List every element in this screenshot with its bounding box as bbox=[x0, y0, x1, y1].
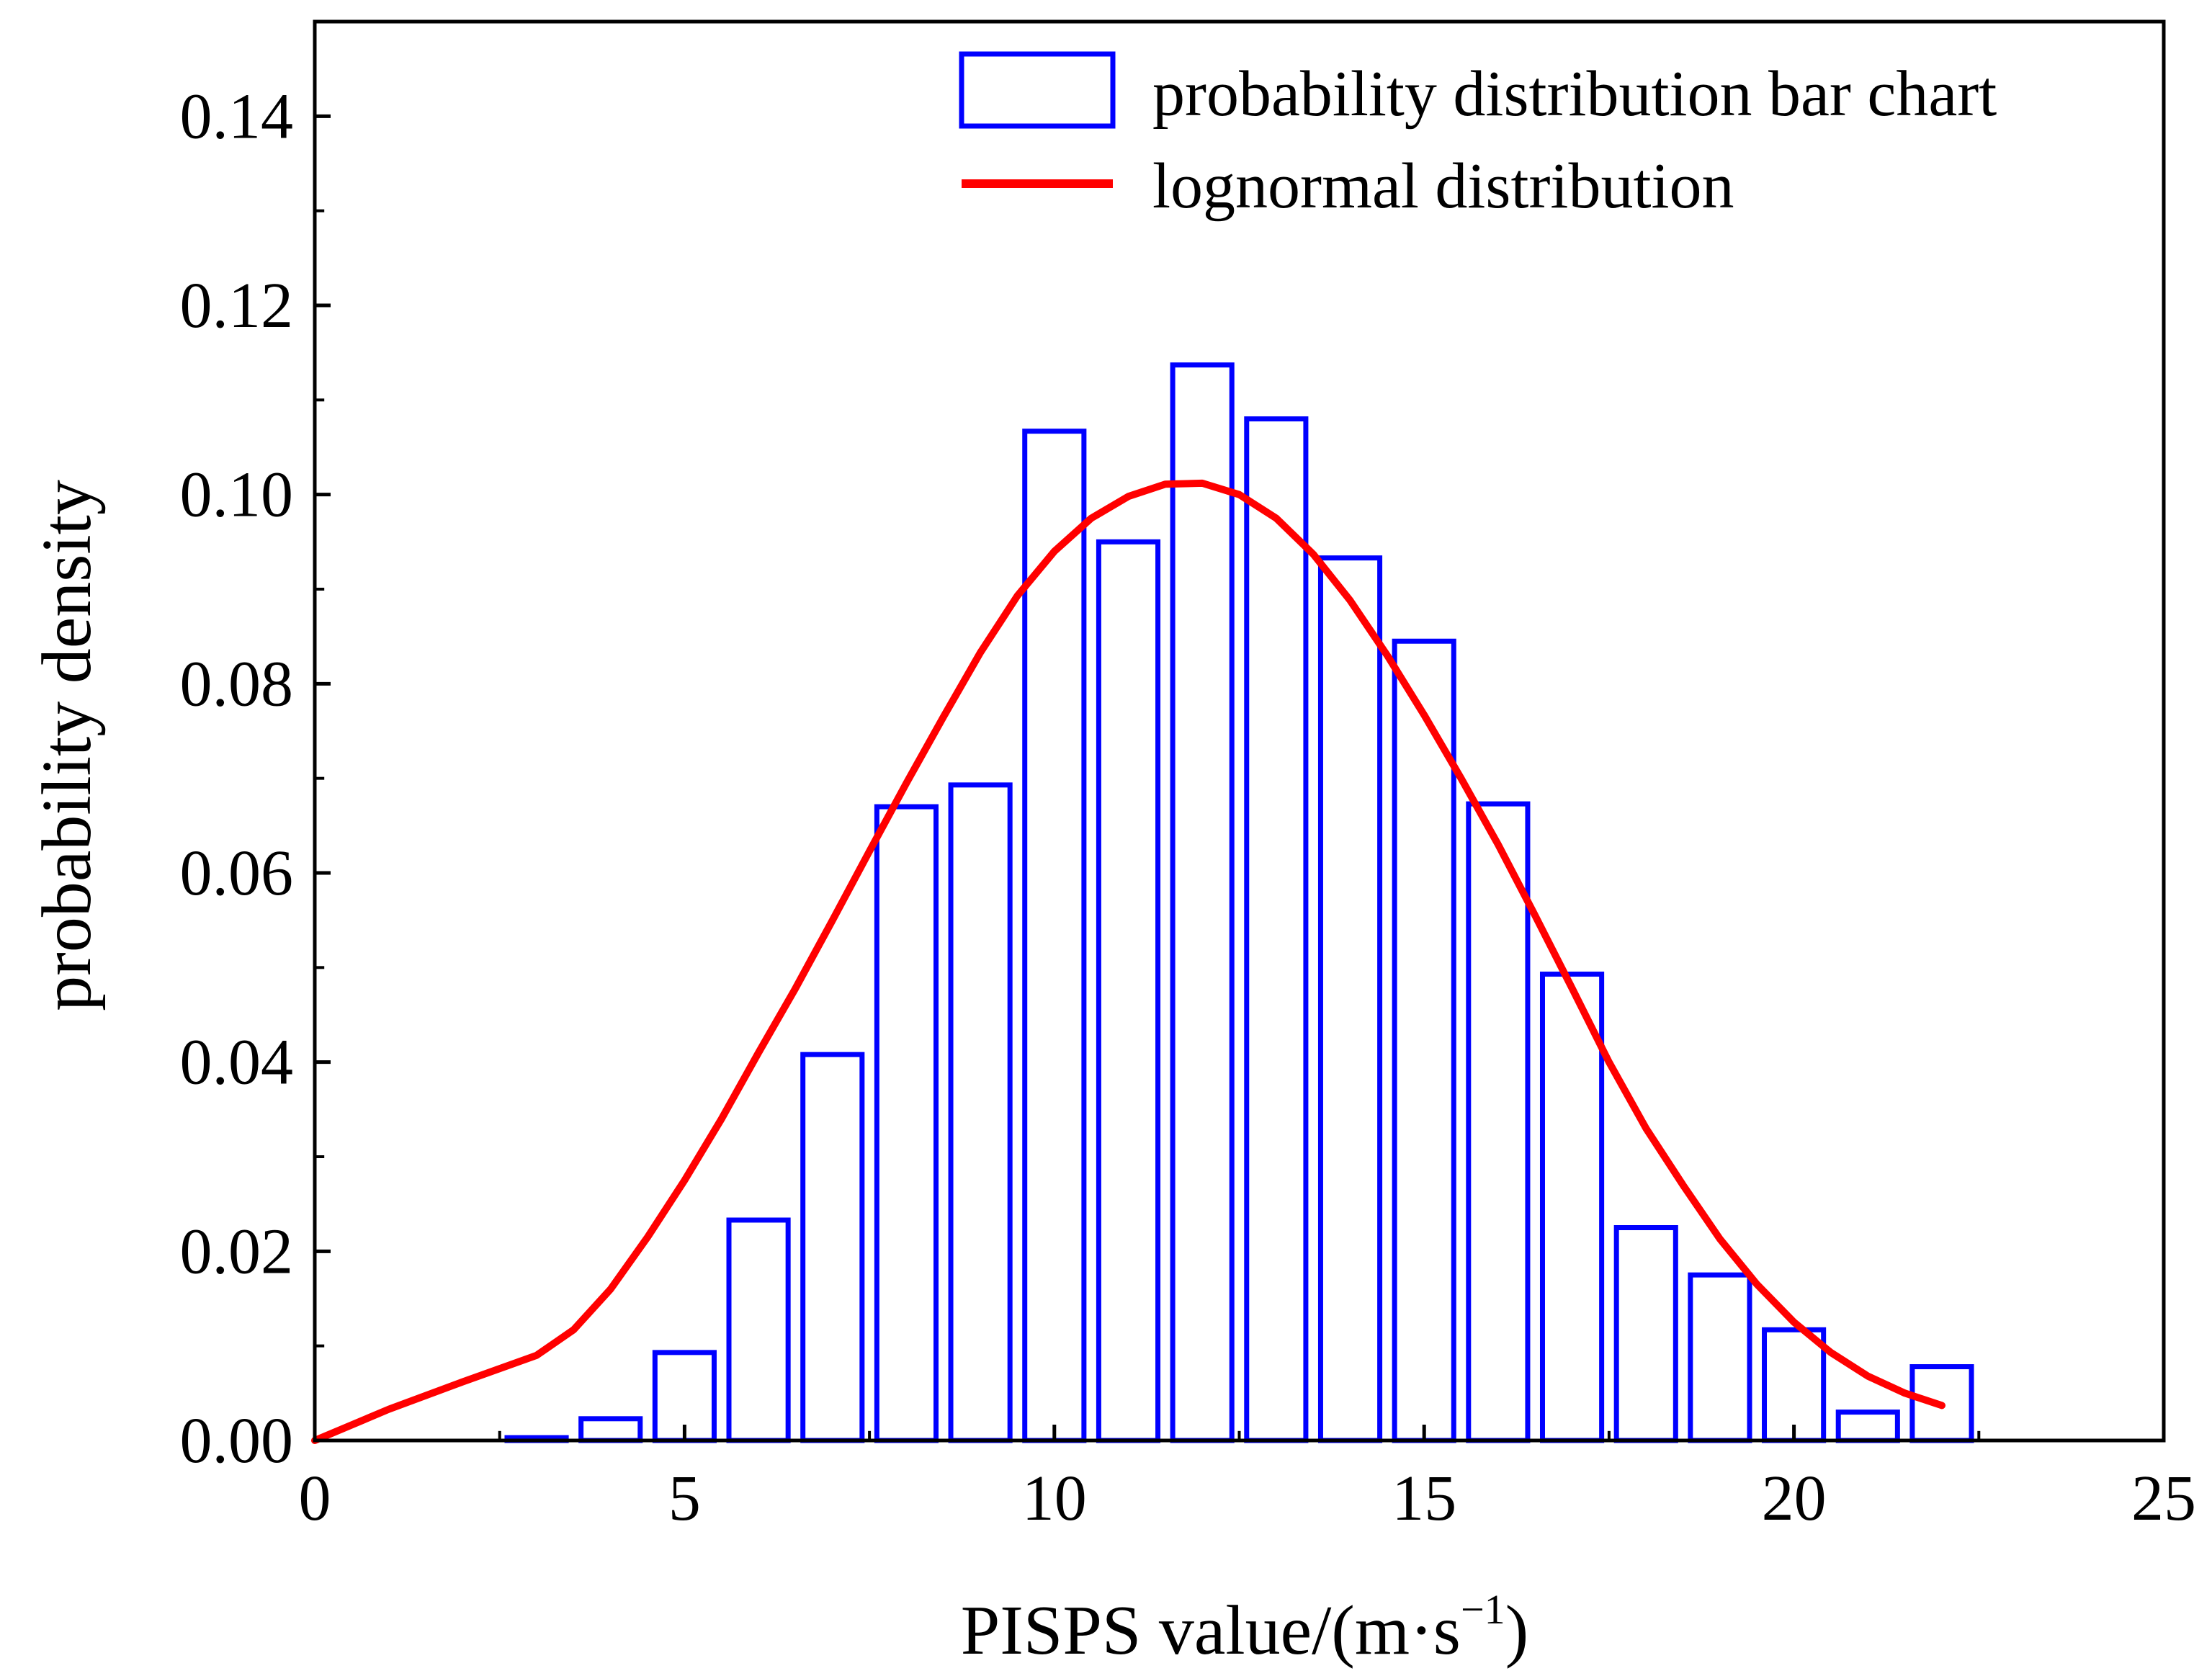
legend-bar-swatch bbox=[959, 51, 1116, 129]
lognormal-curve bbox=[311, 479, 1945, 1444]
y-tick-labels: 0.00 0.02 0.04 0.06 0.08 0.10 0.12 0.14 bbox=[180, 81, 294, 1476]
y-tick-label: 0.10 bbox=[180, 460, 294, 531]
histogram-bar bbox=[800, 1052, 865, 1443]
histogram-bar bbox=[1392, 638, 1456, 1443]
y-tick-label: 0.12 bbox=[180, 270, 294, 341]
histogram-bar bbox=[874, 804, 939, 1443]
x-axis-label-superscript: −1 bbox=[1461, 1586, 1505, 1633]
y-tick-label: 0.06 bbox=[180, 838, 294, 909]
x-tick-labels: 0 5 10 15 20 25 bbox=[299, 1463, 2197, 1534]
y-tick-label: 0.04 bbox=[180, 1027, 294, 1098]
y-tick-label: 0.14 bbox=[180, 81, 294, 152]
y-tick-label: 0.02 bbox=[180, 1216, 294, 1287]
y-axis-label: probability density bbox=[28, 480, 106, 1011]
x-axis-label-close: ) bbox=[1505, 1592, 1529, 1670]
x-tick-label: 10 bbox=[1022, 1463, 1087, 1534]
legend: probability distribution bar chart logno… bbox=[959, 51, 1997, 222]
y-tick-label: 0.08 bbox=[180, 648, 294, 720]
histogram-bar bbox=[1317, 555, 1383, 1443]
histogram-bar bbox=[1244, 416, 1309, 1443]
histogram-bar bbox=[726, 1217, 791, 1443]
histogram-bar bbox=[1022, 429, 1087, 1443]
legend-line-label: lognormal distribution bbox=[1152, 151, 1734, 222]
x-axis-label-main: PISPS value/(m·s bbox=[961, 1592, 1461, 1670]
x-tick-label: 20 bbox=[1762, 1463, 1827, 1534]
axis-ticks bbox=[313, 114, 2166, 1443]
legend-bar-label: probability distribution bar chart bbox=[1152, 58, 1997, 130]
x-tick-label: 25 bbox=[2131, 1463, 2196, 1534]
histogram-bar bbox=[1096, 539, 1161, 1443]
y-tick-label: 0.00 bbox=[180, 1405, 294, 1476]
histogram-bar bbox=[578, 1416, 643, 1443]
x-tick-label: 15 bbox=[1392, 1463, 1456, 1534]
histogram-bar bbox=[1170, 362, 1235, 1443]
histogram-bar bbox=[1613, 1225, 1678, 1443]
x-axis-label: PISPS value/(m·s−1) bbox=[961, 1586, 1529, 1670]
histogram-bars bbox=[504, 362, 1974, 1443]
histogram-bar bbox=[1835, 1410, 1900, 1443]
histogram-bar bbox=[1539, 972, 1605, 1443]
x-tick-label: 0 bbox=[299, 1463, 331, 1534]
histogram-bar bbox=[1688, 1272, 1752, 1443]
histogram-bar bbox=[948, 782, 1013, 1443]
x-tick-label: 5 bbox=[668, 1463, 701, 1534]
histogram-bar bbox=[1762, 1327, 1827, 1443]
histogram-bar bbox=[1466, 801, 1531, 1443]
